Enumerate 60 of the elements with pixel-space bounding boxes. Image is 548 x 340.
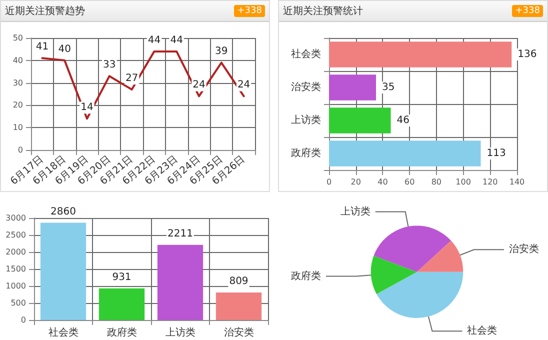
x-tick-label: 120 (482, 178, 498, 186)
x-tick-label: 40 (378, 178, 388, 186)
text: +338 (512, 5, 543, 17)
x-tick-label: 80 (431, 178, 442, 186)
data-label: 2860 (50, 206, 76, 218)
y-tick-label: 上访类 (291, 114, 321, 126)
data-label: 44 (148, 34, 161, 46)
y-tick-label: 1500 (6, 264, 26, 274)
chart-title: 近期关注预警统计 (283, 4, 363, 18)
bar (216, 292, 262, 320)
data-label: 46 (396, 115, 410, 126)
data-label: 14 (80, 102, 94, 114)
data-label: 2211 (168, 228, 193, 240)
y-tick-label: 20 (12, 100, 23, 110)
y-tick-label: 2000 (6, 248, 26, 256)
slice-label: 治安类 (508, 243, 539, 256)
y-tick-label: 10 (12, 123, 23, 132)
data-label: 35 (382, 82, 395, 93)
data-label: 39 (215, 46, 228, 58)
data-label: 40 (58, 44, 71, 55)
y-tick-label: 0 (20, 316, 26, 324)
y-tick-label: 1000 (6, 282, 26, 290)
slice-label: 上访类 (340, 205, 370, 218)
chart-title: 近期关注预警趋势 (5, 4, 85, 18)
bar (98, 288, 145, 320)
y-tick-label: 500 (10, 298, 26, 308)
y-tick-label: 3000 (6, 214, 26, 222)
y-tick-label: 治安类 (291, 81, 321, 93)
x-tick-label: 100 (456, 178, 471, 186)
data-label: 809 (229, 276, 248, 287)
x-tick-label: 20 (350, 178, 361, 186)
data-label: 33 (103, 60, 116, 71)
y-tick-label: 社会类 (291, 48, 321, 60)
x-tick-label: 社会类 (48, 326, 78, 338)
data-label: 44 (170, 34, 183, 46)
x-tick-label: 治安类 (224, 326, 254, 338)
bar (329, 74, 376, 100)
y-tick-label: 30 (12, 78, 23, 88)
data-label: 41 (36, 42, 49, 53)
bar (329, 108, 391, 134)
x-tick-label: 140 (509, 178, 525, 186)
data-label: 136 (518, 49, 537, 60)
data-label: 27 (125, 73, 138, 84)
data-label: 113 (486, 148, 506, 159)
x-tick-label: 上访类 (165, 326, 196, 338)
bar (329, 140, 481, 166)
x-tick-label: 0 (326, 178, 332, 186)
bar (40, 222, 86, 320)
y-tick-label: 40 (12, 56, 23, 65)
data-label: 24 (192, 80, 206, 91)
data-label: 931 (112, 272, 132, 283)
y-tick-label: 50 (12, 34, 23, 42)
bar (157, 244, 204, 320)
y-tick-label: 0 (18, 146, 23, 154)
text: +338 (234, 5, 265, 17)
bar (329, 42, 512, 68)
y-tick-label: 2500 (6, 230, 26, 240)
x-tick-label: 政府类 (106, 326, 137, 338)
data-label: 24 (237, 80, 250, 91)
x-tick-label: 60 (404, 178, 415, 186)
